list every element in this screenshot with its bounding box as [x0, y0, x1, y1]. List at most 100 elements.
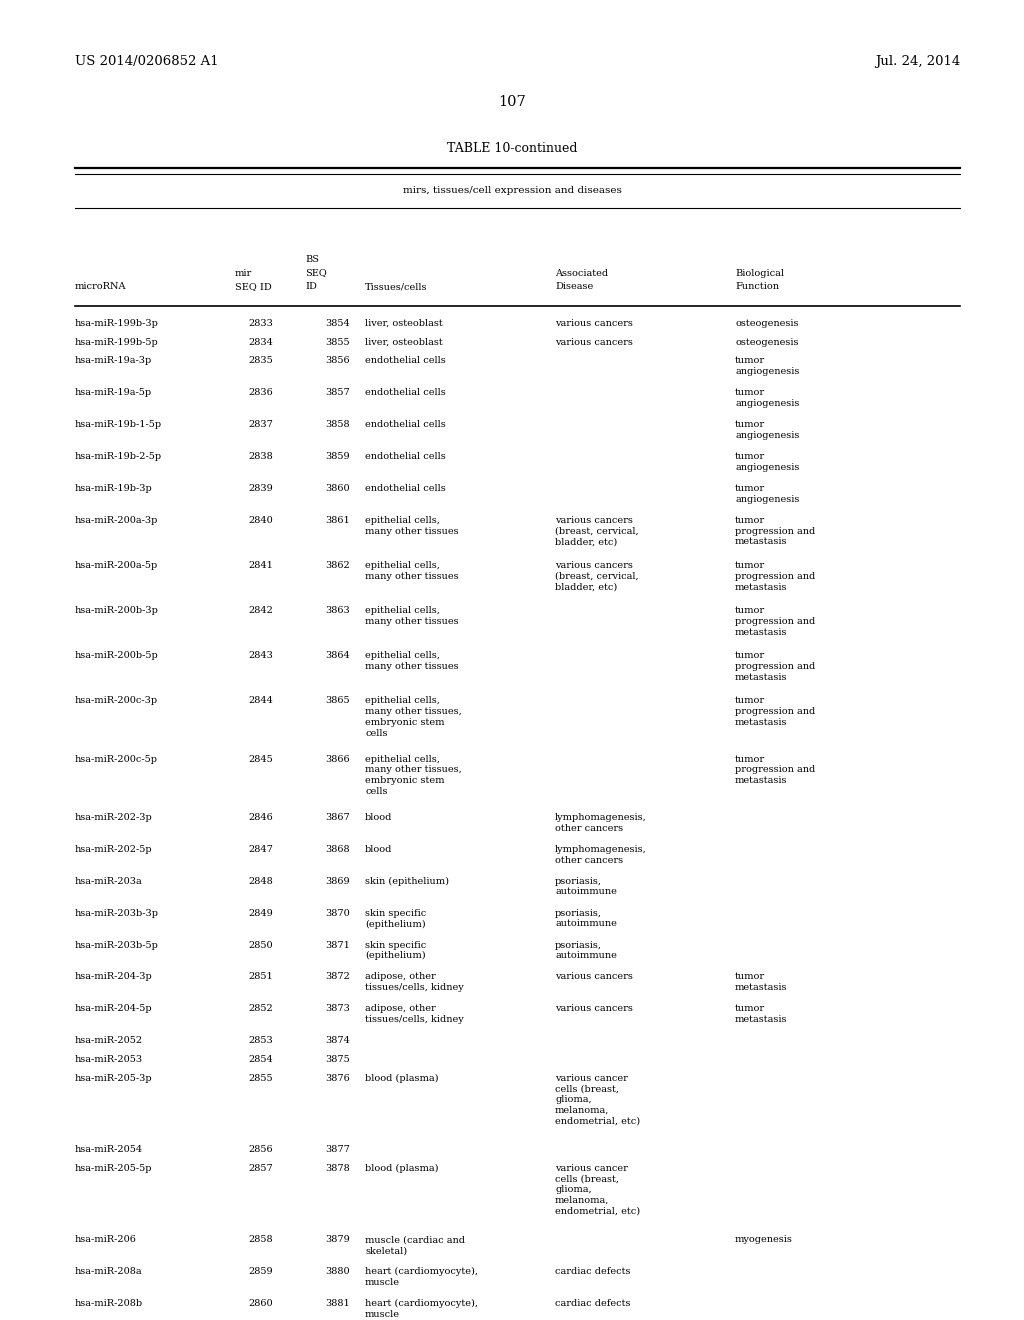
Text: 3863: 3863: [326, 606, 350, 615]
Text: 2850: 2850: [249, 941, 273, 949]
Text: 3865: 3865: [326, 697, 350, 705]
Text: 3876: 3876: [326, 1073, 350, 1082]
Text: psoriasis,
autoimmune: psoriasis, autoimmune: [555, 908, 616, 928]
Text: 2838: 2838: [248, 453, 273, 461]
Text: epithelial cells,
many other tissues,
embryonic stem
cells: epithelial cells, many other tissues, em…: [365, 697, 462, 738]
Text: 2860: 2860: [249, 1299, 273, 1308]
Text: epithelial cells,
many other tissues,
embryonic stem
cells: epithelial cells, many other tissues, em…: [365, 755, 462, 796]
Text: 3855: 3855: [326, 338, 350, 347]
Text: hsa-miR-206: hsa-miR-206: [75, 1236, 137, 1245]
Text: hsa-miR-202-3p: hsa-miR-202-3p: [75, 813, 153, 822]
Text: 107: 107: [498, 95, 526, 110]
Text: 2836: 2836: [248, 388, 273, 397]
Text: 2840: 2840: [248, 516, 273, 525]
Text: hsa-miR-19b-2-5p: hsa-miR-19b-2-5p: [75, 453, 162, 461]
Text: psoriasis,
autoimmune: psoriasis, autoimmune: [555, 941, 616, 960]
Text: various cancers
(breast, cervical,
bladder, etc): various cancers (breast, cervical, bladd…: [555, 561, 639, 591]
Text: cardiac defects: cardiac defects: [555, 1267, 631, 1276]
Text: hsa-miR-200c-3p: hsa-miR-200c-3p: [75, 697, 158, 705]
Text: tumor
progression and
metastasis: tumor progression and metastasis: [735, 651, 815, 681]
Text: various cancers: various cancers: [555, 338, 633, 347]
Text: tumor
progression and
metastasis: tumor progression and metastasis: [735, 697, 815, 727]
Text: Jul. 24, 2014: Jul. 24, 2014: [874, 55, 961, 69]
Text: US 2014/0206852 A1: US 2014/0206852 A1: [75, 55, 219, 69]
Text: ID: ID: [305, 282, 316, 290]
Text: skin specific
(epithelium): skin specific (epithelium): [365, 908, 426, 928]
Text: hsa-miR-203b-5p: hsa-miR-203b-5p: [75, 941, 159, 949]
Text: 2853: 2853: [248, 1036, 273, 1045]
Text: hsa-miR-19a-3p: hsa-miR-19a-3p: [75, 356, 153, 366]
Text: hsa-miR-199b-3p: hsa-miR-199b-3p: [75, 319, 159, 327]
Text: epithelial cells,
many other tissues: epithelial cells, many other tissues: [365, 651, 459, 671]
Text: 3871: 3871: [326, 941, 350, 949]
Text: TABLE 10-continued: TABLE 10-continued: [446, 143, 578, 154]
Text: hsa-miR-203a: hsa-miR-203a: [75, 876, 142, 886]
Text: hsa-miR-203b-3p: hsa-miR-203b-3p: [75, 908, 159, 917]
Text: 2842: 2842: [248, 606, 273, 615]
Text: 3872: 3872: [326, 973, 350, 981]
Text: 3862: 3862: [326, 561, 350, 570]
Text: blood: blood: [365, 813, 392, 822]
Text: 2845: 2845: [248, 755, 273, 763]
Text: 3866: 3866: [326, 755, 350, 763]
Text: 3861: 3861: [326, 516, 350, 525]
Text: tumor
progression and
metastasis: tumor progression and metastasis: [735, 516, 815, 546]
Text: hsa-miR-205-3p: hsa-miR-205-3p: [75, 1073, 153, 1082]
Text: adipose, other
tissues/cells, kidney: adipose, other tissues/cells, kidney: [365, 973, 464, 993]
Text: 3874: 3874: [326, 1036, 350, 1045]
Text: 3878: 3878: [326, 1164, 350, 1172]
Text: tumor
metastasis: tumor metastasis: [735, 973, 787, 993]
Text: 3854: 3854: [326, 319, 350, 327]
Text: 2859: 2859: [249, 1267, 273, 1276]
Text: 3859: 3859: [326, 453, 350, 461]
Text: hsa-miR-2054: hsa-miR-2054: [75, 1146, 143, 1154]
Text: Tissues/cells: Tissues/cells: [365, 282, 427, 290]
Text: 2849: 2849: [248, 908, 273, 917]
Text: 3879: 3879: [326, 1236, 350, 1245]
Text: Biological: Biological: [735, 268, 784, 277]
Text: 2852: 2852: [248, 1005, 273, 1014]
Text: hsa-miR-200b-3p: hsa-miR-200b-3p: [75, 606, 159, 615]
Text: skin (epithelium): skin (epithelium): [365, 876, 449, 886]
Text: endothelial cells: endothelial cells: [365, 420, 445, 429]
Text: 2858: 2858: [249, 1236, 273, 1245]
Text: hsa-miR-208b: hsa-miR-208b: [75, 1299, 143, 1308]
Text: hsa-miR-19b-1-5p: hsa-miR-19b-1-5p: [75, 420, 162, 429]
Text: 2848: 2848: [248, 876, 273, 886]
Text: tumor
progression and
metastasis: tumor progression and metastasis: [735, 561, 815, 591]
Text: 3856: 3856: [326, 356, 350, 366]
Text: 2856: 2856: [249, 1146, 273, 1154]
Text: 2835: 2835: [248, 356, 273, 366]
Text: liver, osteoblast: liver, osteoblast: [365, 338, 442, 347]
Text: epithelial cells,
many other tissues: epithelial cells, many other tissues: [365, 561, 459, 581]
Text: tumor
angiogenesis: tumor angiogenesis: [735, 453, 800, 471]
Text: hsa-miR-204-5p: hsa-miR-204-5p: [75, 1005, 153, 1014]
Text: 3867: 3867: [326, 813, 350, 822]
Text: heart (cardiomyocyte),
muscle: heart (cardiomyocyte), muscle: [365, 1299, 478, 1319]
Text: tumor
metastasis: tumor metastasis: [735, 1005, 787, 1024]
Text: endothelial cells: endothelial cells: [365, 484, 445, 492]
Text: 2847: 2847: [248, 845, 273, 854]
Text: various cancers: various cancers: [555, 319, 633, 327]
Text: tumor
angiogenesis: tumor angiogenesis: [735, 388, 800, 408]
Text: 2833: 2833: [248, 319, 273, 327]
Text: hsa-miR-205-5p: hsa-miR-205-5p: [75, 1164, 153, 1172]
Text: epithelial cells,
many other tissues: epithelial cells, many other tissues: [365, 516, 459, 536]
Text: various cancers: various cancers: [555, 973, 633, 981]
Text: tumor
angiogenesis: tumor angiogenesis: [735, 420, 800, 440]
Text: 3877: 3877: [326, 1146, 350, 1154]
Text: hsa-miR-200b-5p: hsa-miR-200b-5p: [75, 651, 159, 660]
Text: 3864: 3864: [326, 651, 350, 660]
Text: hsa-miR-199b-5p: hsa-miR-199b-5p: [75, 338, 159, 347]
Text: 2843: 2843: [248, 651, 273, 660]
Text: 3870: 3870: [326, 908, 350, 917]
Text: mir: mir: [234, 268, 252, 277]
Text: endothelial cells: endothelial cells: [365, 356, 445, 366]
Text: myogenesis: myogenesis: [735, 1236, 793, 1245]
Text: 3857: 3857: [326, 388, 350, 397]
Text: 3873: 3873: [326, 1005, 350, 1014]
Text: hsa-miR-19b-3p: hsa-miR-19b-3p: [75, 484, 153, 492]
Text: SEQ: SEQ: [305, 268, 327, 277]
Text: tumor
angiogenesis: tumor angiogenesis: [735, 484, 800, 504]
Text: osteogenesis: osteogenesis: [735, 319, 799, 327]
